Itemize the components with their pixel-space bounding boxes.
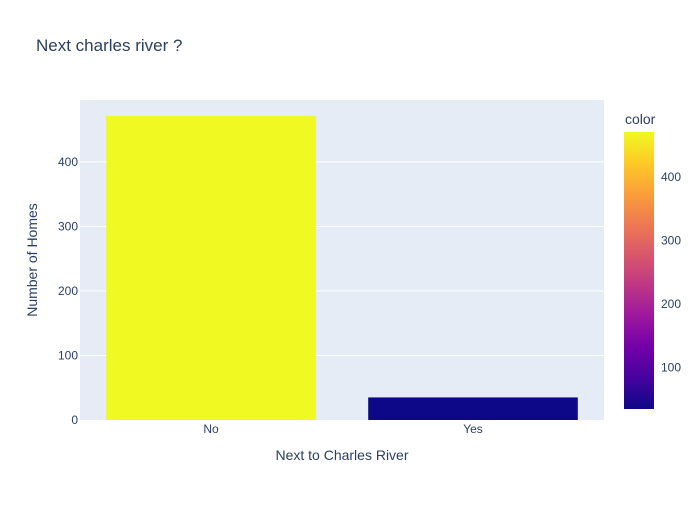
colorbar: color 100 200 300 400 [624, 111, 681, 409]
colorbar-gradient [624, 132, 654, 409]
colorbar-title: color [625, 111, 656, 127]
bar-no [106, 116, 316, 421]
y-tick-label: 100 [58, 348, 78, 362]
y-tick-label: 0 [71, 413, 78, 427]
x-axis-ticks: No Yes [203, 422, 482, 436]
x-tick-label: No [203, 422, 219, 436]
bars [106, 116, 578, 421]
x-tick-label: Yes [463, 422, 483, 436]
colorbar-tick-label: 200 [661, 297, 681, 311]
colorbar-tick-label: 300 [661, 234, 681, 248]
y-axis-label: Number of Homes [24, 203, 40, 317]
colorbar-ticks: 100 200 300 400 [661, 170, 681, 375]
chart-title: Next charles river ? [36, 36, 182, 55]
x-axis-label: Next to Charles River [275, 447, 408, 463]
y-tick-label: 200 [58, 284, 78, 298]
bar-yes [368, 397, 578, 420]
y-tick-label: 400 [58, 155, 78, 169]
y-axis-ticks: 0 100 200 300 400 [58, 155, 78, 427]
colorbar-tick-label: 100 [661, 361, 681, 375]
y-tick-label: 300 [58, 219, 78, 233]
colorbar-tick-label: 400 [661, 170, 681, 184]
